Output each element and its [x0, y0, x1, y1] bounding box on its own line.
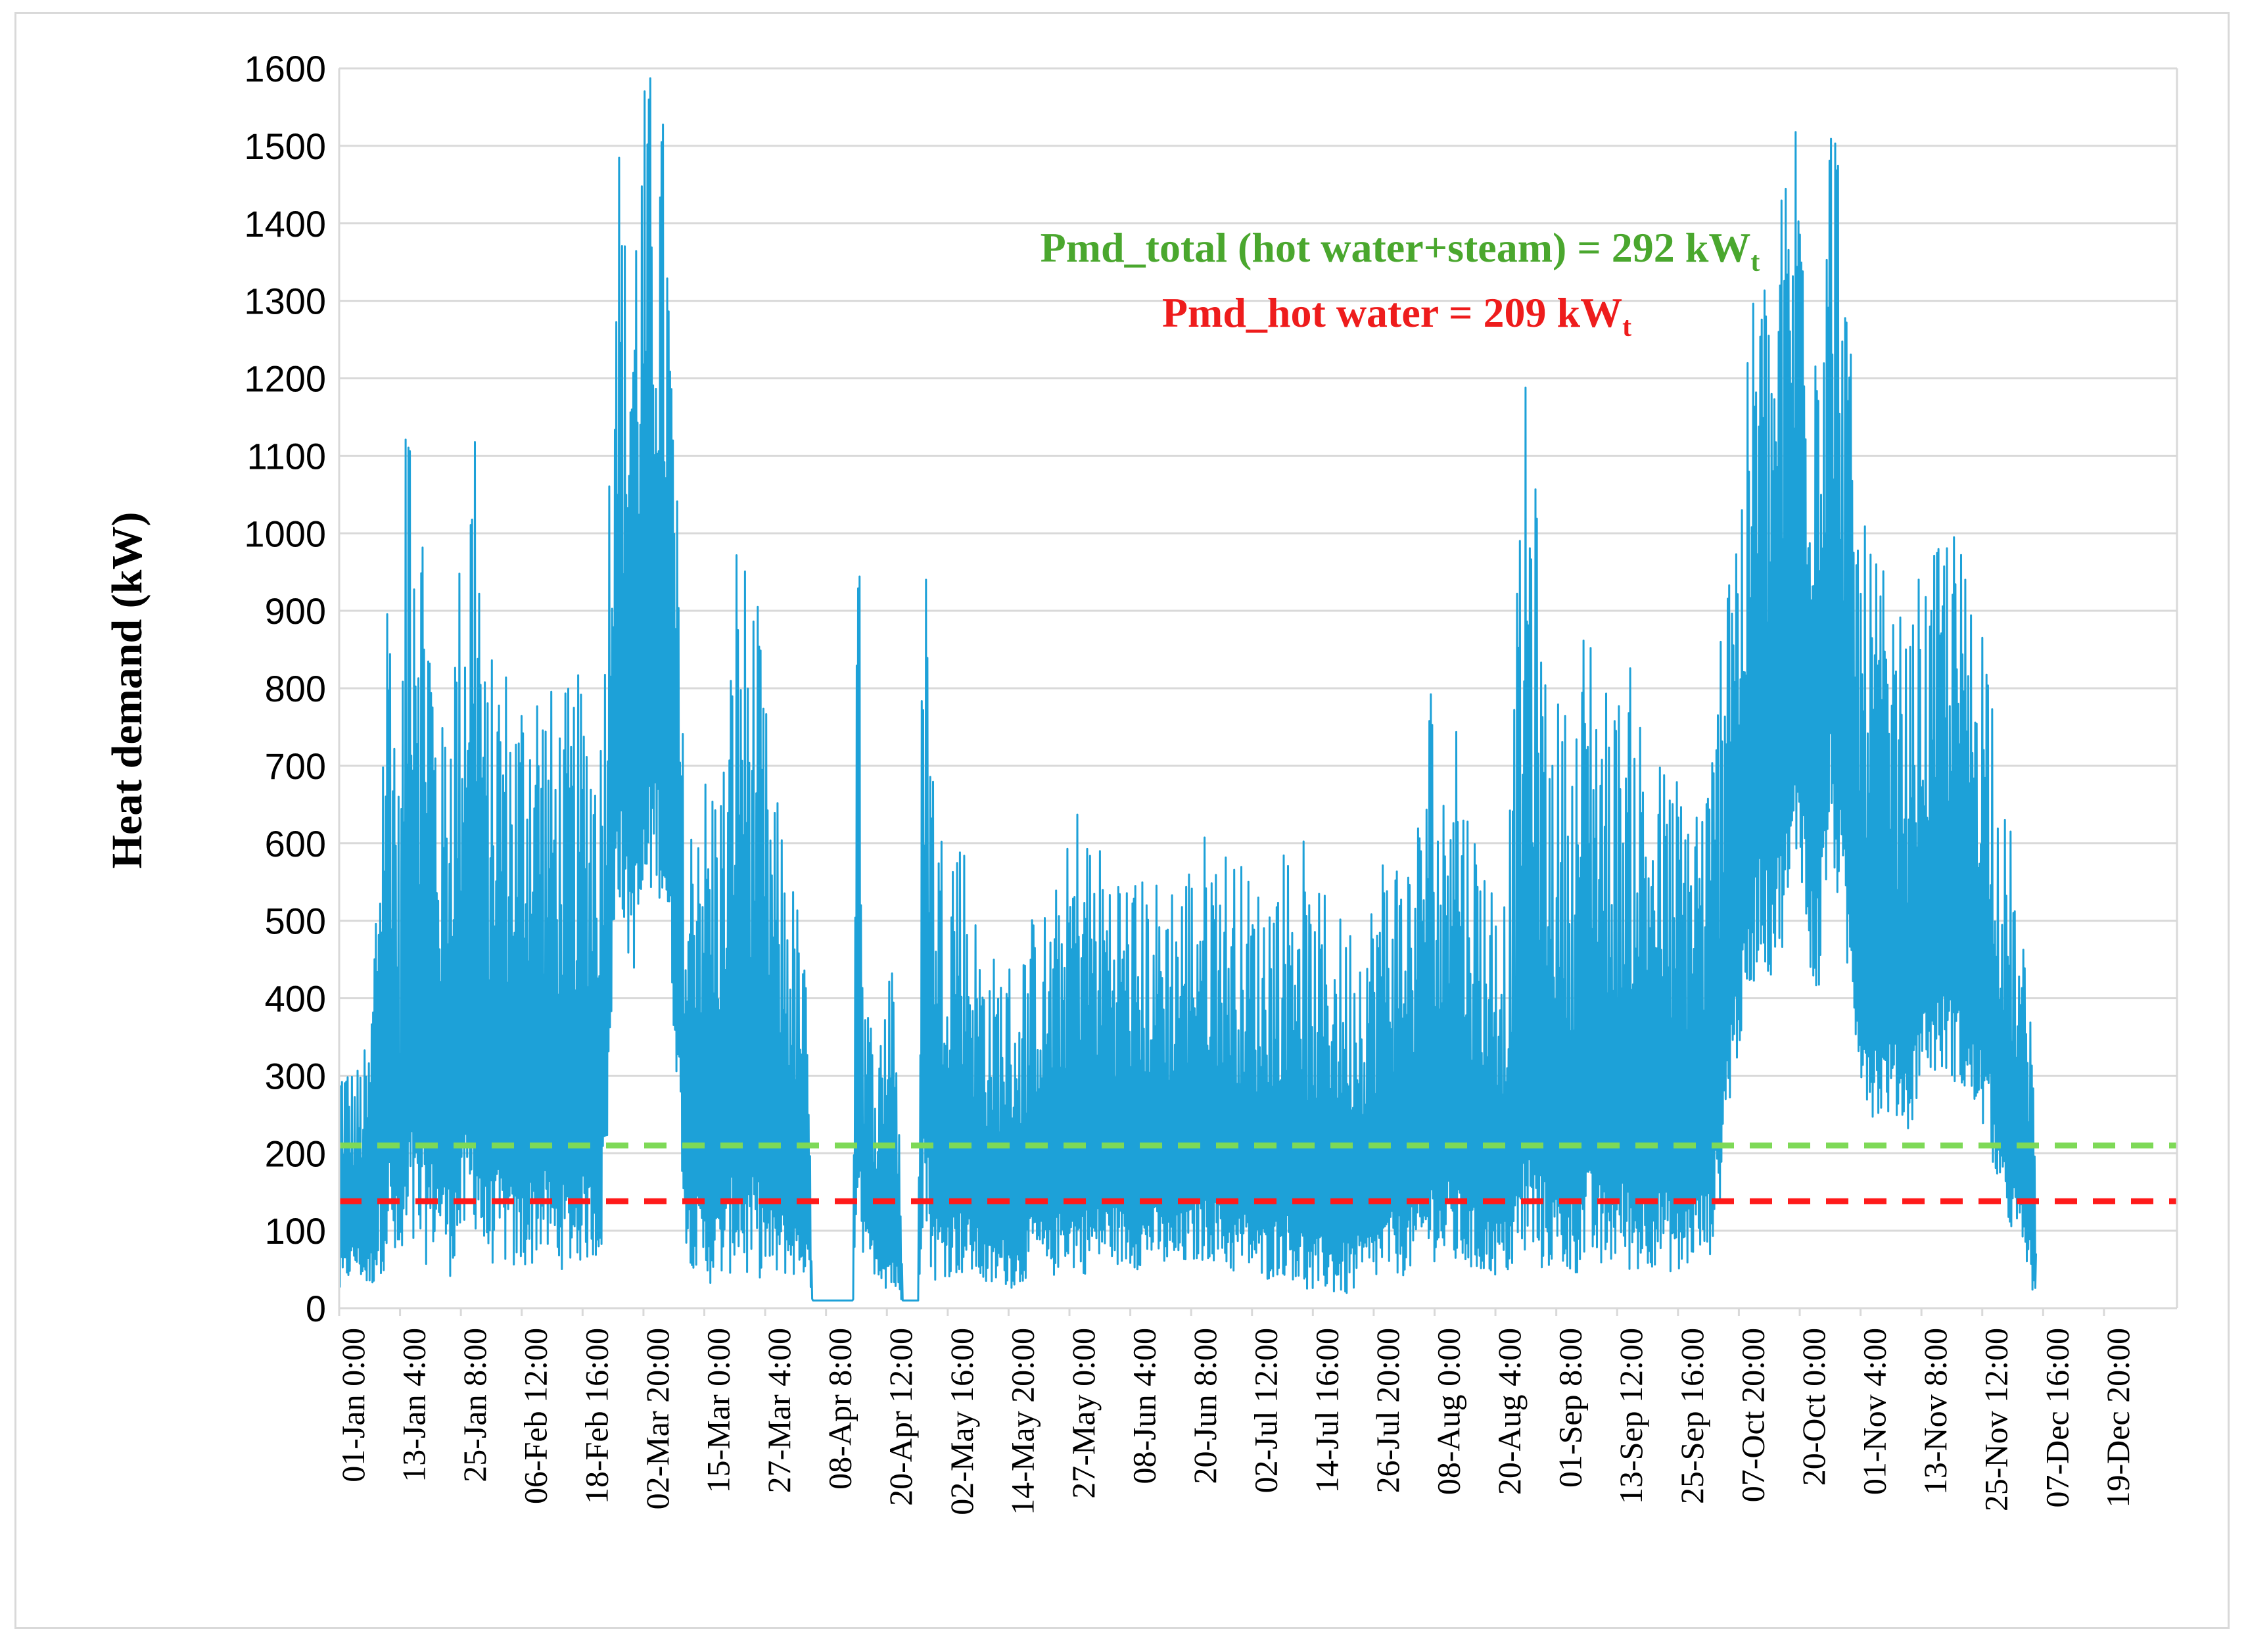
x-tick-label: 19-Dec 20:00	[2099, 1328, 2136, 1508]
x-tick-label: 26-Jul 20:00	[1369, 1328, 1406, 1493]
annotation-hot-water-text: Pmd_hot water = 209 kW	[1162, 289, 1622, 336]
y-tick-label-1400: 1400	[244, 203, 326, 245]
x-tick-label: 08-Aug 0:00	[1430, 1328, 1466, 1495]
x-tick-labels: 01-Jan 0:00 13-Jan 4:00 25-Jan 8:00 06-Feb …	[335, 1328, 2136, 1515]
x-tick-label: 02-Jul 12:00	[1248, 1328, 1284, 1493]
x-tick-label: 02-May 16:00	[943, 1328, 980, 1515]
y-tick-label-1100: 1100	[247, 435, 326, 477]
x-tick-label: 08-Apr 8:00	[822, 1328, 858, 1490]
x-tick-label: 08-Jun 4:00	[1126, 1328, 1163, 1484]
x-tick-label: 20-Apr 12:00	[882, 1328, 919, 1506]
y-tick-label-600: 600	[265, 823, 326, 864]
x-tick-label: 06-Feb 12:00	[517, 1328, 554, 1504]
x-tick-label: 15-Mar 0:00	[699, 1328, 736, 1493]
x-tick-label: 07-Dec 16:00	[2038, 1328, 2075, 1508]
annotation-hot-water: Pmd_hot water = 209 kWt	[1162, 289, 1631, 342]
annotation-total-text: Pmd_total (hot water+steam) = 292 kW	[1041, 224, 1751, 271]
y-tick-label-500: 500	[265, 901, 326, 942]
axes	[338, 68, 2178, 1316]
x-tick-label: 18-Feb 16:00	[578, 1328, 615, 1504]
x-tick-label: 27-May 0:00	[1065, 1328, 1102, 1499]
x-tick-label: 20-Jun 8:00	[1186, 1328, 1223, 1484]
y-tick-labels: 0 100 200 300 400 500 600 700 800 900 1000 1100 1200…	[244, 48, 326, 1329]
annotation-total: Pmd_total (hot water+steam) = 292 kWt	[1041, 224, 1760, 277]
x-tick-label: 25-Jan 8:00	[456, 1328, 493, 1482]
y-tick-label-1200: 1200	[244, 358, 326, 400]
y-tick-label-1300: 1300	[244, 281, 326, 322]
y-axis-label: Heat demand (kW)	[103, 512, 151, 869]
x-tick-label: 13-Jan 4:00	[396, 1328, 433, 1482]
x-tick-label: 14-Jul 16:00	[1308, 1328, 1345, 1493]
y-tick-label-1600: 1600	[244, 48, 326, 89]
y-tick-label-100: 100	[265, 1210, 326, 1252]
x-tick-label: 14-May 20:00	[1004, 1328, 1041, 1515]
y-tick-label-1000: 1000	[244, 513, 326, 554]
x-tick-label: 13-Nov 8:00	[1917, 1328, 1954, 1495]
y-tick-label-400: 400	[265, 978, 326, 1020]
x-tick-label: 27-Mar 4:00	[761, 1328, 797, 1493]
y-tick-label-800: 800	[265, 668, 326, 709]
y-tick-label-200: 200	[265, 1133, 326, 1174]
y-tick-label-300: 300	[265, 1055, 326, 1097]
x-tick-label: 20-Aug 4:00	[1491, 1328, 1528, 1495]
x-tick-label: 25-Nov 12:00	[1978, 1328, 2015, 1511]
annotation-hot-water-subscript: t	[1622, 312, 1631, 342]
series-heat-demand-line	[338, 77, 2037, 1302]
annotation-total-subscript: t	[1750, 247, 1760, 277]
plot-series	[338, 77, 2177, 1302]
x-tick-label: 01-Nov 4:00	[1856, 1328, 1893, 1495]
x-tick-label: 25-Sep 16:00	[1674, 1328, 1710, 1504]
y-tick-label-700: 700	[265, 745, 326, 787]
x-tick-label: 02-Mar 20:00	[639, 1328, 676, 1509]
y-tick-label-0: 0	[306, 1288, 326, 1329]
x-tick-label: 01-Jan 0:00	[335, 1328, 371, 1482]
y-tick-label-1500: 1500	[244, 126, 326, 167]
x-tick-label: 20-Oct 0:00	[1795, 1328, 1832, 1486]
y-tick-label-900: 900	[265, 590, 326, 632]
x-tick-label: 13-Sep 12:00	[1612, 1328, 1649, 1504]
x-tick-label: 07-Oct 20:00	[1734, 1328, 1771, 1502]
x-tick-label: 01-Sep 8:00	[1552, 1328, 1589, 1488]
